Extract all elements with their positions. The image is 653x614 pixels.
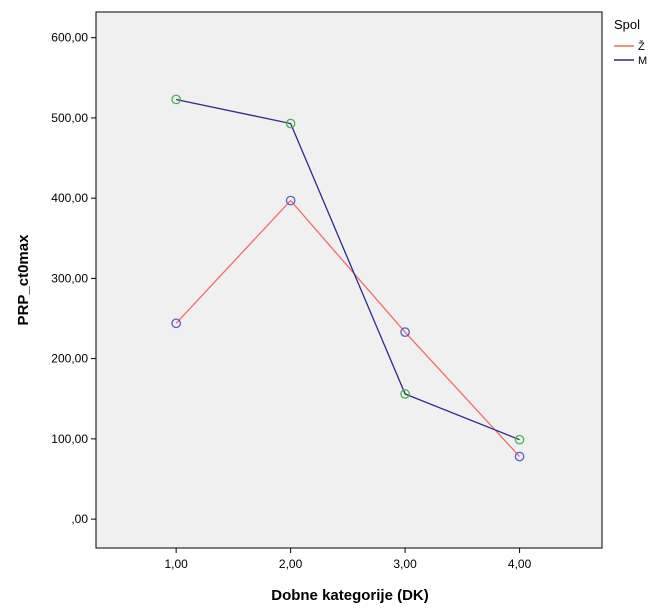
legend-title: Spol [614,17,640,32]
plot-area [95,11,603,549]
x-axis-label: Dobne kategorije (DK) [271,587,429,604]
y-tick-label: 100,00 [51,432,88,446]
y-axis: 600,00 500,00 400,00 300,00 200,00 100,00 ,00 [51,31,96,526]
data-point [514,434,525,445]
data-point [171,318,181,329]
x-tick-label: 4,00 [508,557,532,571]
data-point [285,118,296,129]
x-tick-label: 1,00 [164,557,188,571]
series-lines [171,94,525,462]
legend: Spol ŽM [614,17,647,67]
data-point [400,389,410,399]
y-tick-label: 600,00 [51,31,88,45]
legend-label: M [638,55,647,67]
data-point [285,195,296,206]
y-tick-label: ,00 [71,512,88,526]
series-line [175,199,521,457]
y-tick-label: 500,00 [51,111,88,125]
x-tick-label: 3,00 [393,557,417,571]
legend-label: Ž [638,40,645,53]
series-line [176,98,520,441]
data-point [400,327,410,338]
y-tick-label: 200,00 [51,352,88,366]
x-tick-label: 2,00 [279,557,303,571]
y-axis-label: PRP_ct0max [15,234,32,326]
y-tick-label: 400,00 [51,191,88,205]
x-axis: 1,00 2,00 3,00 4,00 [164,548,532,571]
y-tick-label: 300,00 [51,271,88,285]
data-point [171,94,181,105]
data-point [514,451,525,462]
